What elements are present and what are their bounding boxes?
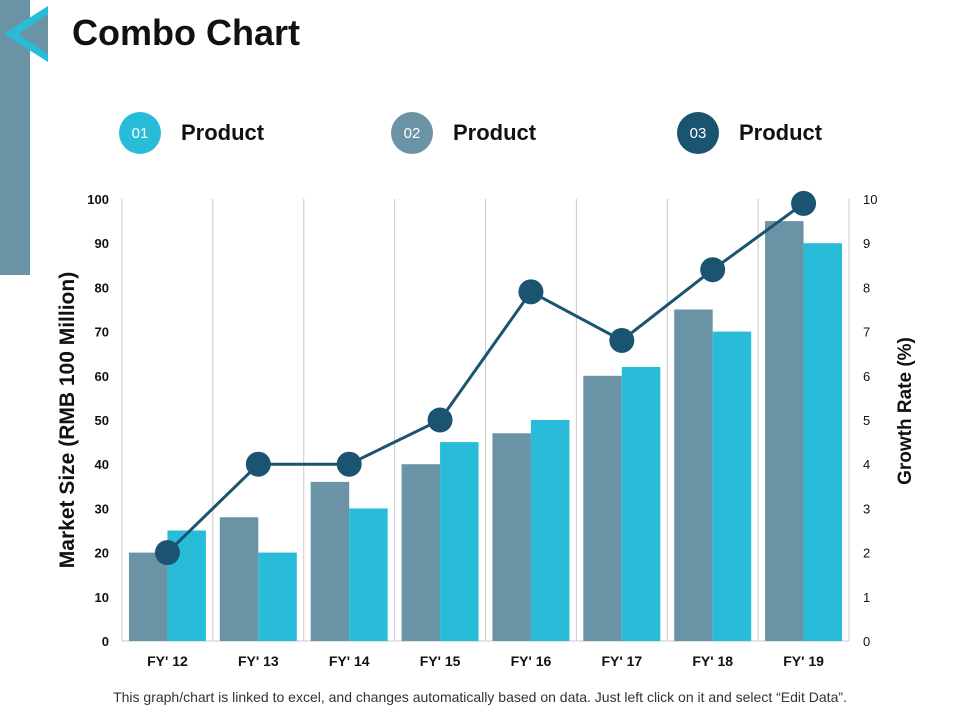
legend-item-01: 01 Product [119,112,264,154]
x-tick-label: FY' 18 [692,653,733,669]
bar [492,433,531,641]
bar [765,221,804,641]
y2-tick-label: 9 [863,236,870,251]
y2-tick-label: 8 [863,280,870,295]
y2-tick-label: 6 [863,369,870,384]
bar [530,420,570,641]
y2-tick-label: 5 [863,413,870,428]
x-tick-label: FY' 16 [511,653,552,669]
y-tick-label: 40 [95,457,109,472]
bar [712,331,752,641]
growth-rate-point [518,279,544,305]
y-tick-label: 30 [95,501,109,516]
y2-tick-label: 1 [863,590,870,605]
y-tick-label: 60 [95,369,109,384]
growth-rate-point [427,407,453,433]
growth-rate-point [609,327,635,353]
y-tick-label: 20 [95,546,109,561]
y-tick-label: 10 [95,590,109,605]
y-tick-label: 100 [87,192,109,207]
growth-rate-point [791,190,817,216]
y2-tick-label: 2 [863,546,870,561]
bar [401,464,441,641]
growth-rate-point [336,451,362,477]
x-tick-label: FY' 19 [783,653,824,669]
x-tick-label: FY' 15 [420,653,461,669]
growth-rate-line [166,202,805,554]
y2-tick-label: 0 [863,634,870,649]
x-tick-label: FY' 14 [329,653,370,669]
bar [674,309,713,641]
y2-tick-label: 4 [863,457,870,472]
legend-label-02: Product [453,120,537,145]
legend-label-03: Product [739,120,823,145]
y-tick-label: 50 [95,413,109,428]
legend-label-01: Product [181,120,265,145]
x-tick-label: FY' 13 [238,653,279,669]
bar [349,508,388,641]
y-tick-label: 80 [95,280,109,295]
bar [219,517,259,641]
legend-item-02: 02 Product [391,112,536,154]
x-tick-label: FY' 12 [147,653,188,669]
bar [440,442,479,641]
y-axis-title: Market Size (RMB 100 Million) [56,272,79,568]
footnote: This graph/chart is linked to excel, and… [113,689,847,705]
page-title: Combo Chart [72,12,300,53]
bar [803,243,843,641]
growth-rate-point [245,451,271,477]
bar [583,375,622,641]
y2-tick-label: 3 [863,501,870,516]
legend-badge-03: 03 [677,112,719,154]
x-tick-label: FY' 17 [601,653,642,669]
y2-tick-label: 7 [863,325,870,340]
y2-axis-title: Growth Rate (%) [895,337,916,485]
y2-tick-label: 10 [863,192,877,207]
y-tick-label: 0 [102,634,109,649]
back-arrow-icon[interactable] [0,6,60,62]
legend-badge-01: 01 [119,112,161,154]
y-tick-label: 70 [95,325,109,340]
growth-rate-point [700,257,726,283]
bar [621,366,661,641]
bar [258,552,297,641]
legend-badge-02: 02 [391,112,433,154]
growth-rate-point [154,540,180,566]
legend-item-03: 03 Product [677,112,822,154]
y-tick-label: 90 [95,236,109,251]
bar [310,481,350,641]
bar [128,552,168,641]
